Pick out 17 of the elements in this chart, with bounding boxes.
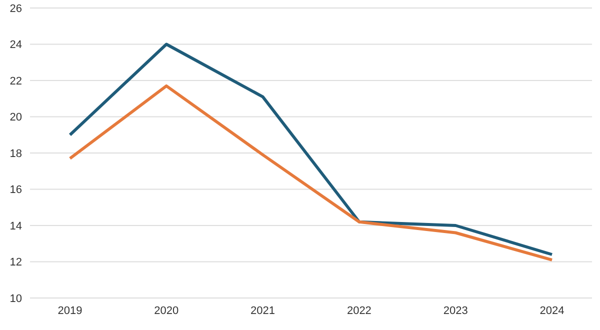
x-tick-label: 2023 (443, 304, 468, 317)
x-tick-label: 2021 (250, 304, 276, 317)
y-tick-label: 14 (10, 220, 22, 232)
line-series (68, 84, 554, 262)
line-series (68, 42, 554, 256)
y-tick-label: 16 (10, 184, 22, 196)
y-tick-label: 20 (10, 112, 22, 124)
y-tick-label: 22 (10, 75, 22, 88)
y-tick-label: 24 (10, 39, 22, 52)
y-tick-label: 26 (10, 2, 22, 15)
x-tick-label: 2024 (540, 304, 564, 317)
y-tick-label: 12 (10, 256, 22, 269)
y-tick-label: 10 (10, 292, 22, 305)
x-tick-label: 2022 (346, 304, 372, 317)
x-tick-label: 2020 (154, 304, 179, 317)
y-tick-label: 18 (10, 148, 22, 160)
x-tick-label: 2019 (58, 304, 82, 317)
